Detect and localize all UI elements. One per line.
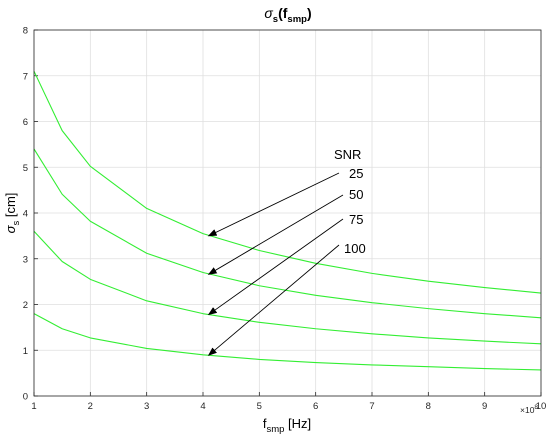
y-label-symbol: σ bbox=[3, 224, 18, 233]
title-close: ) bbox=[307, 5, 312, 21]
y-label-subscript: s bbox=[11, 221, 22, 226]
x-label-base: f bbox=[263, 416, 267, 431]
title-symbol: σ bbox=[264, 5, 273, 21]
x-tick-label: 3 bbox=[144, 401, 149, 412]
x-tick-labels: 1 2 3 4 5 6 7 8 9 10 bbox=[31, 401, 546, 412]
snr-label-100: 100 bbox=[344, 241, 366, 256]
y-tick-label: 8 bbox=[23, 26, 28, 37]
y-tick-label: 7 bbox=[23, 71, 28, 82]
x-tick-label: 2 bbox=[88, 401, 93, 412]
snr-arrow-25 bbox=[207, 172, 340, 237]
y-tick-label: 2 bbox=[23, 300, 28, 311]
y-tick-labels: 0 1 2 3 4 5 6 7 8 bbox=[23, 26, 28, 403]
series-line-snr-100 bbox=[33, 313, 542, 371]
x-multiplier-base: ×10 bbox=[520, 405, 535, 415]
snr-header: SNR bbox=[334, 147, 361, 162]
y-tick-label: 3 bbox=[23, 254, 28, 265]
snr-arrow-100 bbox=[207, 244, 340, 356]
y-axis-label: σs [cm] bbox=[3, 193, 22, 234]
x-tick-label: 5 bbox=[257, 401, 262, 412]
title-arg-subscript: smp bbox=[287, 14, 307, 25]
grid bbox=[33, 29, 542, 397]
snr-arrow-75 bbox=[207, 218, 344, 316]
x-tick-label: 6 bbox=[313, 401, 318, 412]
y-tick-label: 1 bbox=[23, 346, 28, 357]
snr-arrow-50 bbox=[207, 194, 344, 275]
x-tick-label: 7 bbox=[369, 401, 374, 412]
series-line-snr-25 bbox=[33, 70, 542, 294]
curves bbox=[33, 70, 542, 371]
chart-title: σs(fsmp) bbox=[264, 5, 311, 25]
x-label-subscript: smp bbox=[266, 424, 284, 435]
title-open: (f bbox=[278, 5, 288, 21]
x-axis-label: fsmp [Hz] bbox=[263, 416, 311, 435]
y-label-unit: [cm] bbox=[3, 193, 18, 221]
plot-frame bbox=[33, 29, 542, 397]
snr-label-50: 50 bbox=[349, 187, 363, 202]
snr-label-75: 75 bbox=[349, 212, 363, 227]
x-multiplier-exponent: 8 bbox=[534, 404, 538, 411]
y-tick-label: 6 bbox=[23, 117, 28, 128]
y-tick-label: 0 bbox=[23, 392, 28, 403]
title-subscript: s bbox=[273, 14, 278, 25]
x-tick-label: 4 bbox=[200, 401, 205, 412]
y-tick-label: 4 bbox=[23, 209, 28, 220]
snr-label-25: 25 bbox=[349, 166, 363, 181]
series-line-snr-50 bbox=[33, 148, 542, 319]
x-tick-label: 8 bbox=[426, 401, 431, 412]
x-multiplier: ×108 bbox=[520, 404, 538, 415]
series-line-snr-75 bbox=[33, 230, 542, 345]
y-tick-label: 5 bbox=[23, 163, 28, 174]
x-tick-label: 10 bbox=[536, 401, 547, 412]
x-tick-label: 9 bbox=[482, 401, 487, 412]
x-label-unit: [Hz] bbox=[284, 416, 311, 431]
x-tick-label: 1 bbox=[31, 401, 36, 412]
